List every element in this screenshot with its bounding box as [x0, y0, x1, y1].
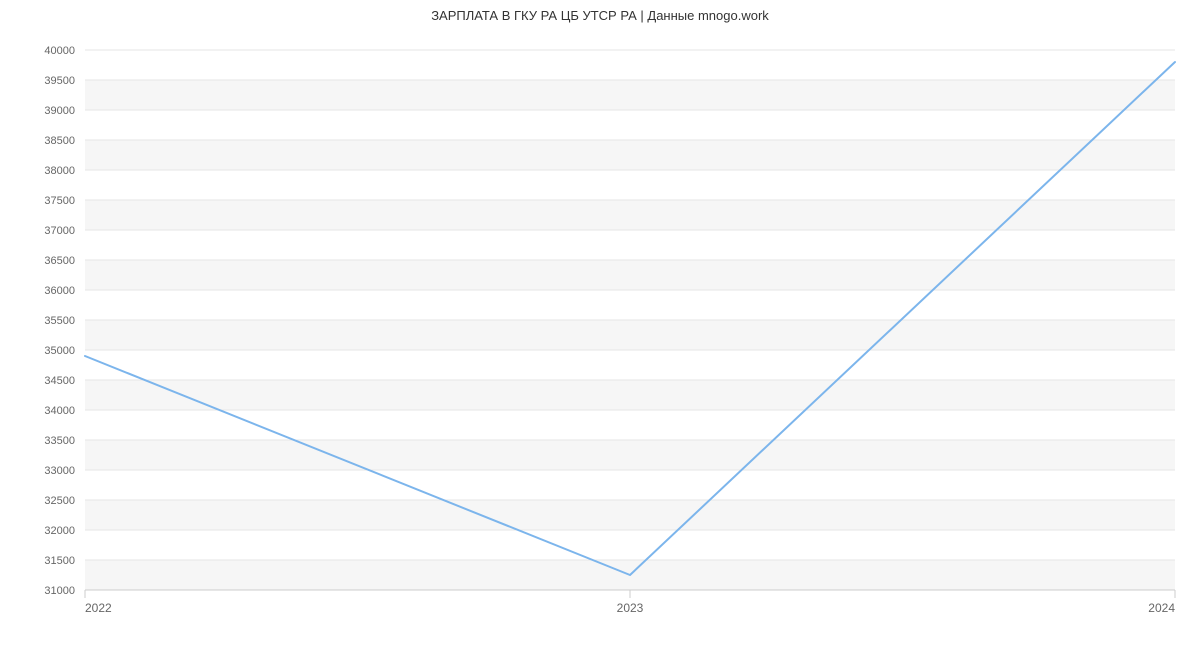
- plot-band: [85, 290, 1175, 320]
- plot-band: [85, 50, 1175, 80]
- y-tick-label: 31000: [44, 585, 75, 597]
- plot-band: [85, 80, 1175, 110]
- chart-svg: 31000 31500 32000 32500 33000 33500 34000 34500…: [0, 0, 1200, 650]
- y-tick-label: 34000: [44, 405, 75, 417]
- x-tick-label: 2024: [1148, 601, 1175, 615]
- y-tick-label: 35000: [44, 345, 75, 357]
- plot-band: [85, 410, 1175, 440]
- y-tick-label: 36000: [44, 285, 75, 297]
- chart-title: ЗАРПЛАТА В ГКУ РА ЦБ УТСР РА | Данные mn…: [0, 8, 1200, 23]
- plot-band: [85, 440, 1175, 470]
- y-tick-label: 40000: [44, 45, 75, 57]
- y-tick-label: 39500: [44, 75, 75, 87]
- y-tick-label: 39000: [44, 105, 75, 117]
- plot-band: [85, 530, 1175, 560]
- x-tick-label: 2022: [85, 601, 112, 615]
- y-tick-label: 35500: [44, 315, 75, 327]
- plot-band: [85, 500, 1175, 530]
- plot-band: [85, 470, 1175, 500]
- plot-band: [85, 230, 1175, 260]
- y-tick-label: 38500: [44, 135, 75, 147]
- y-tick-label: 31500: [44, 555, 75, 567]
- plot-band: [85, 170, 1175, 200]
- plot-band: [85, 260, 1175, 290]
- y-tick-label: 33000: [44, 465, 75, 477]
- y-tick-label: 34500: [44, 375, 75, 387]
- plot-band: [85, 140, 1175, 170]
- plot-band: [85, 110, 1175, 140]
- plot-band: [85, 320, 1175, 350]
- plot-band: [85, 350, 1175, 380]
- plot-band: [85, 380, 1175, 410]
- y-tick-label: 37500: [44, 195, 75, 207]
- x-tick-label: 2023: [617, 601, 644, 615]
- y-tick-label: 32500: [44, 495, 75, 507]
- line-chart: ЗАРПЛАТА В ГКУ РА ЦБ УТСР РА | Данные mn…: [0, 0, 1200, 650]
- y-tick-label: 33500: [44, 435, 75, 447]
- y-tick-label: 37000: [44, 225, 75, 237]
- y-tick-label: 32000: [44, 525, 75, 537]
- y-tick-label: 38000: [44, 165, 75, 177]
- y-tick-label: 36500: [44, 255, 75, 267]
